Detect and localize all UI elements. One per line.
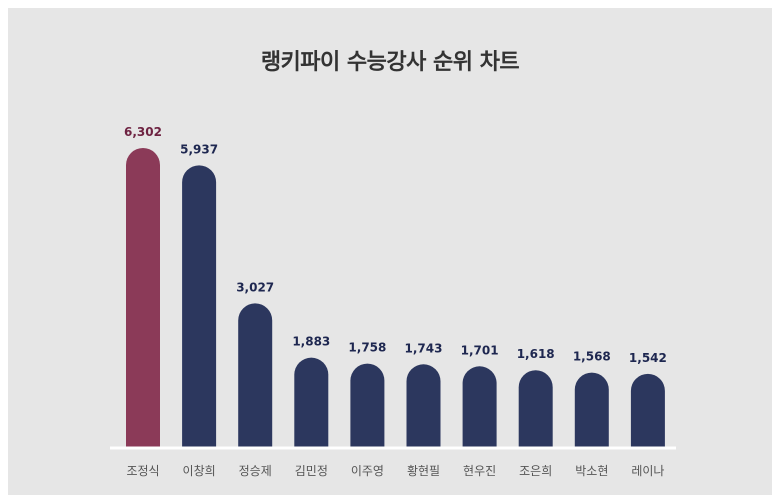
bar-10	[630, 373, 665, 447]
category-label-9: 박소현	[575, 464, 608, 478]
value-label-5: 1,758	[348, 341, 386, 355]
chart-title: 랭키파이 수능강사 순위 차트	[260, 50, 520, 75]
bar-9	[574, 372, 609, 447]
category-label-8: 조은희	[519, 464, 552, 478]
bar-1	[126, 148, 160, 447]
bar-4	[294, 357, 329, 447]
value-label-9: 1,568	[573, 350, 611, 364]
value-label-3: 3,027	[236, 280, 274, 294]
category-label-4: 김민정	[295, 464, 328, 478]
category-label-3: 정승제	[239, 464, 272, 478]
value-label-10: 1,542	[629, 351, 667, 365]
bar-7	[462, 366, 497, 447]
bar-2	[182, 165, 217, 448]
value-label-7: 1,701	[461, 343, 499, 357]
category-label-2: 이창희	[183, 464, 216, 478]
category-label-1: 조정식	[126, 464, 159, 478]
bar-8	[518, 370, 553, 447]
bar-5	[350, 363, 385, 447]
value-label-2: 5,937	[180, 142, 218, 156]
bar-6	[406, 364, 441, 447]
category-label-5: 이주영	[351, 464, 384, 478]
category-label-6: 황현필	[407, 464, 440, 478]
category-label-10: 레이나	[631, 464, 664, 478]
value-label-1: 6,302	[124, 125, 162, 139]
value-label-6: 1,743	[405, 341, 443, 355]
category-label-7: 현우진	[463, 464, 496, 478]
value-label-4: 1,883	[292, 335, 330, 349]
value-label-8: 1,618	[517, 347, 555, 361]
bar-3	[238, 303, 273, 447]
